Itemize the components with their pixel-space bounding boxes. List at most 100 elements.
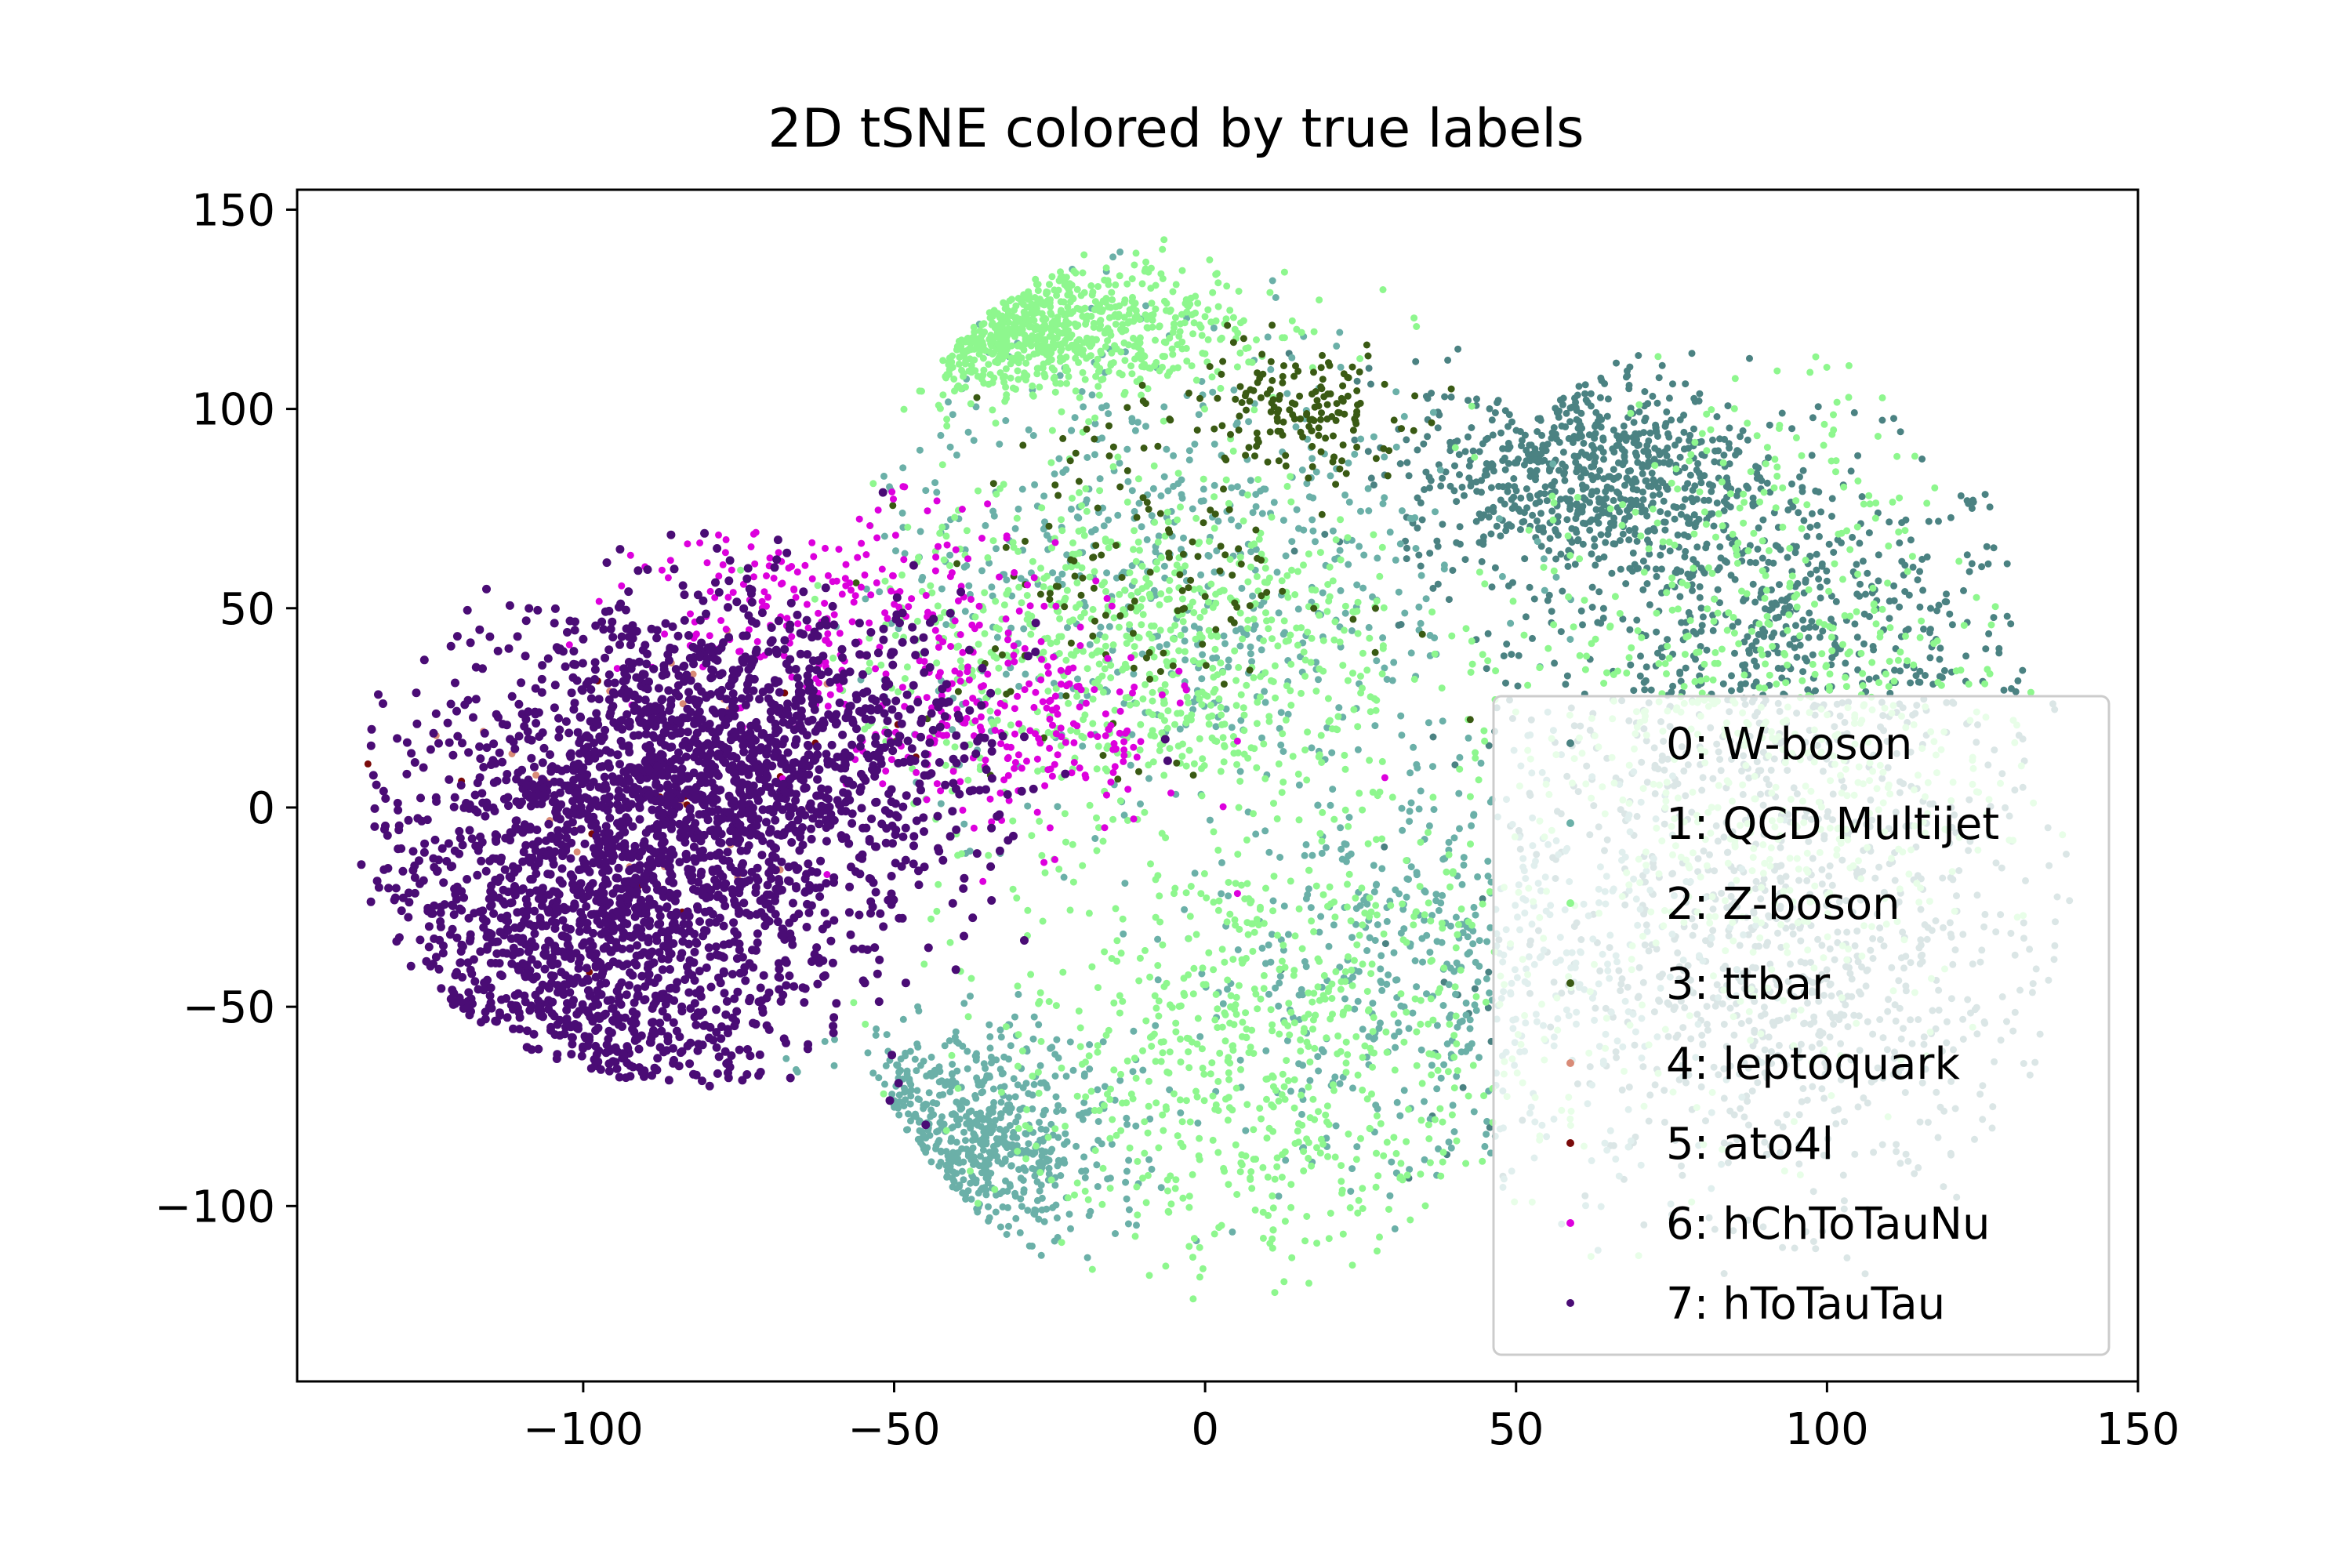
point [1298,1110,1305,1118]
point [1100,522,1108,530]
point [1559,587,1566,595]
point [1935,517,1942,525]
point [1125,1206,1133,1214]
point [1711,458,1719,466]
point [1666,547,1674,555]
point [1130,1027,1138,1035]
point [1598,376,1606,384]
point [1141,267,1149,275]
point [1428,390,1436,397]
point [1105,368,1112,375]
point [1641,686,1649,694]
point [1500,652,1508,660]
point [1248,358,1256,366]
point [1347,1188,1355,1195]
point [1190,319,1198,327]
point [1279,630,1287,638]
point [1123,1195,1131,1203]
point [1484,630,1492,637]
point [1312,468,1320,476]
point [1550,424,1558,431]
point [1091,298,1099,306]
point [1439,474,1446,482]
point [1799,668,1807,676]
point [1728,672,1735,680]
point [1726,424,1733,432]
point [1417,572,1425,579]
point [1106,1174,1114,1182]
point [1613,359,1620,367]
point [1644,528,1652,535]
point [1177,320,1185,328]
point [1727,572,1735,579]
point [1431,634,1439,642]
point [1142,302,1149,310]
point [1071,414,1079,422]
point [1356,902,1364,909]
point [1094,1086,1102,1094]
point [1809,414,1817,422]
point [1654,433,1661,440]
point [1116,1076,1124,1084]
point [1385,971,1392,978]
point [1751,559,1759,567]
point [939,1091,947,1098]
point [1698,451,1706,459]
point [992,1208,1000,1216]
point [782,1054,790,1062]
point [1195,411,1203,419]
point [1504,482,1512,490]
point [989,336,997,344]
point [1716,599,1723,607]
point [1778,665,1786,673]
point [1290,547,1298,555]
point [1114,511,1122,519]
point [981,1160,989,1168]
point [1395,588,1403,596]
point [925,1089,933,1097]
point [933,488,941,496]
point [949,411,956,419]
point [1410,743,1417,751]
point [1066,280,1073,288]
point [1621,458,1628,466]
point [1847,467,1855,475]
point [1212,990,1220,998]
point [960,1000,968,1007]
point [1686,471,1694,479]
point [1422,468,1430,476]
point [1157,1184,1165,1192]
point [1453,498,1461,506]
point [1194,1014,1202,1022]
point [1657,477,1664,485]
point [1249,509,1257,517]
point [946,357,954,365]
point [960,820,968,828]
point [1606,473,1613,481]
point [1799,616,1807,624]
point [1303,480,1311,488]
point [880,472,887,480]
point [1007,1042,1014,1050]
point [1566,503,1574,510]
point [1414,446,1421,454]
point [1025,426,1033,434]
point [1236,642,1244,650]
point [1479,895,1486,902]
point [1755,524,1762,532]
point [1040,1107,1048,1115]
point [1446,482,1454,490]
point [1117,325,1124,333]
point [1348,1165,1356,1173]
point [1316,296,1323,304]
point [1048,273,1056,281]
point [1089,289,1097,296]
point [1041,348,1049,356]
point [1079,312,1087,320]
point [1555,413,1563,421]
point [1421,888,1429,896]
point [1073,343,1080,350]
point [1663,452,1671,459]
point [1890,582,1898,590]
point [1656,491,1664,498]
